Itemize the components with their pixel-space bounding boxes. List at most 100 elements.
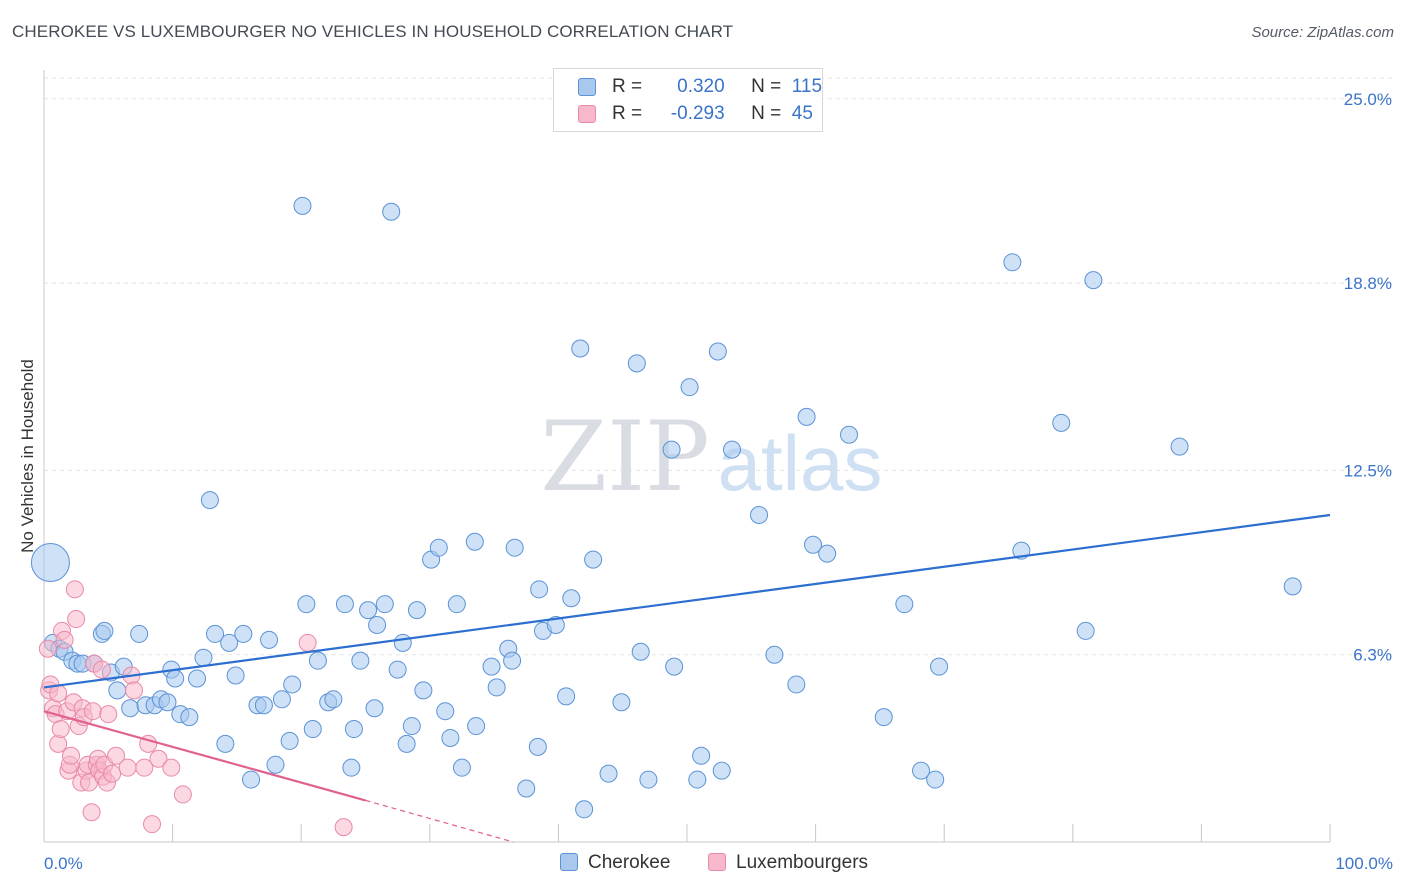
cherokee-point [528, 737, 547, 756]
luxembourger-point [55, 630, 74, 649]
cherokee-point [324, 690, 343, 709]
watermark: ZIP atlas [540, 401, 882, 513]
cherokee-point [665, 657, 684, 676]
cherokee-point [108, 681, 127, 700]
cherokee-point [335, 595, 354, 614]
cherokee-point [344, 720, 363, 739]
cherokee-point [750, 505, 769, 524]
cherokee-point [447, 595, 466, 614]
cherokee-point [95, 621, 114, 640]
axes [43, 70, 1331, 843]
cherokee-point [840, 425, 859, 444]
luxembourger-trend-line [43, 710, 366, 802]
x-tick-label-min: 0.0% [44, 854, 83, 873]
legend-text-cherokee: R = 0.320 N = 115 [612, 76, 823, 97]
cherokee-point [662, 440, 681, 459]
luxembourger-point [298, 633, 317, 652]
cherokee-point [930, 657, 949, 676]
correlation-legend: R = 0.320 N = 115 R = -0.293 N = 45 [553, 68, 823, 132]
cherokee-point [1003, 253, 1022, 272]
cherokee-point [342, 758, 361, 777]
cherokee-point [220, 633, 239, 652]
luxembourger-point [107, 746, 126, 765]
chart-title: CHEROKEE VS LUXEMBOURGER NO VEHICLES IN … [12, 22, 734, 41]
luxembourger-point [92, 660, 111, 679]
cherokee-point [283, 675, 302, 694]
cherokee-point [393, 633, 412, 652]
cherokee-point [631, 642, 650, 661]
cherokee-point [266, 755, 285, 774]
cherokee-point [414, 681, 433, 700]
cherokee-point [465, 532, 484, 551]
legend-swatch-luxembourger [578, 105, 596, 123]
cherokee-point [407, 601, 426, 620]
cherokee-point [303, 720, 322, 739]
luxembourger-point [99, 705, 118, 724]
luxembourger-point [65, 580, 84, 599]
cherokee-point [254, 696, 273, 715]
n-value-luxembourger: 45 [791, 103, 813, 124]
luxembourger-point [82, 803, 101, 822]
luxembourger-point [62, 746, 81, 765]
cherokee-point [680, 378, 699, 397]
cherokee-point [351, 651, 370, 670]
y-tick-label: 25.0% [1344, 90, 1392, 109]
cherokee-point [180, 708, 199, 727]
cherokee-point [1283, 577, 1302, 596]
y-tick-label: 18.8% [1344, 274, 1392, 293]
cherokee-point [200, 491, 219, 510]
cherokee-point [397, 734, 416, 753]
cherokee-point [188, 669, 207, 688]
cherokee-point [639, 770, 658, 789]
cherokee-point [712, 761, 731, 780]
cherokee-point [158, 693, 177, 712]
luxembourger-point [334, 818, 353, 837]
cherokee-point [280, 731, 299, 750]
cherokee-point [487, 678, 506, 697]
cherokee-point [797, 407, 816, 426]
cherokee-point [216, 734, 235, 753]
cherokee-point [436, 702, 455, 721]
cherokee-point [234, 624, 253, 643]
luxembourger-point [38, 639, 57, 658]
cherokee-point [452, 758, 471, 777]
luxembourger-point [51, 720, 70, 739]
y-tick-label: 6.3% [1353, 646, 1392, 665]
cherokee-point [166, 669, 185, 688]
luxembourger-point [125, 681, 144, 700]
cherokee-point [571, 339, 590, 358]
cherokee-point [818, 544, 837, 563]
watermark-zip: ZIP [540, 401, 709, 513]
cherokee-point [912, 761, 931, 780]
cherokee-point [530, 580, 549, 599]
cherokee-point [874, 708, 893, 727]
cherokee-point [627, 354, 646, 373]
cherokee-point [359, 601, 378, 620]
cherokee-point [557, 687, 576, 706]
cherokee-point [308, 651, 327, 670]
cherokee-point [708, 342, 727, 361]
legend-swatch-cherokee [578, 78, 596, 96]
cherokee-point [895, 595, 914, 614]
tick-labels: 6.3% 12.5% 18.8% 25.0% 0.0% 100.0% [44, 90, 1393, 873]
cherokee-point [30, 543, 70, 583]
luxembourger-point [67, 610, 86, 629]
cherokee-point [575, 800, 594, 819]
luxembourger-trend-extension [365, 799, 514, 843]
legend-text-luxembourger: R = -0.293 N = 45 [612, 103, 813, 124]
cherokee-point [293, 196, 312, 215]
bottom-legend-cherokee: Cherokee [560, 852, 670, 874]
luxembourger-point [103, 764, 122, 783]
cherokee-point [692, 746, 711, 765]
gridlines [44, 77, 1394, 656]
cherokee-point [121, 699, 140, 718]
cherokee-point [765, 645, 784, 664]
cherokee-point [402, 717, 421, 736]
cherokee-point [482, 657, 501, 676]
cherokee-point [375, 595, 394, 614]
cherokee-point [1052, 413, 1071, 432]
cherokee-point [1170, 437, 1189, 456]
bottom-legend-luxembourger: Luxembourgers [708, 852, 868, 874]
cherokee-point [242, 770, 261, 789]
luxembourger-point [118, 758, 137, 777]
